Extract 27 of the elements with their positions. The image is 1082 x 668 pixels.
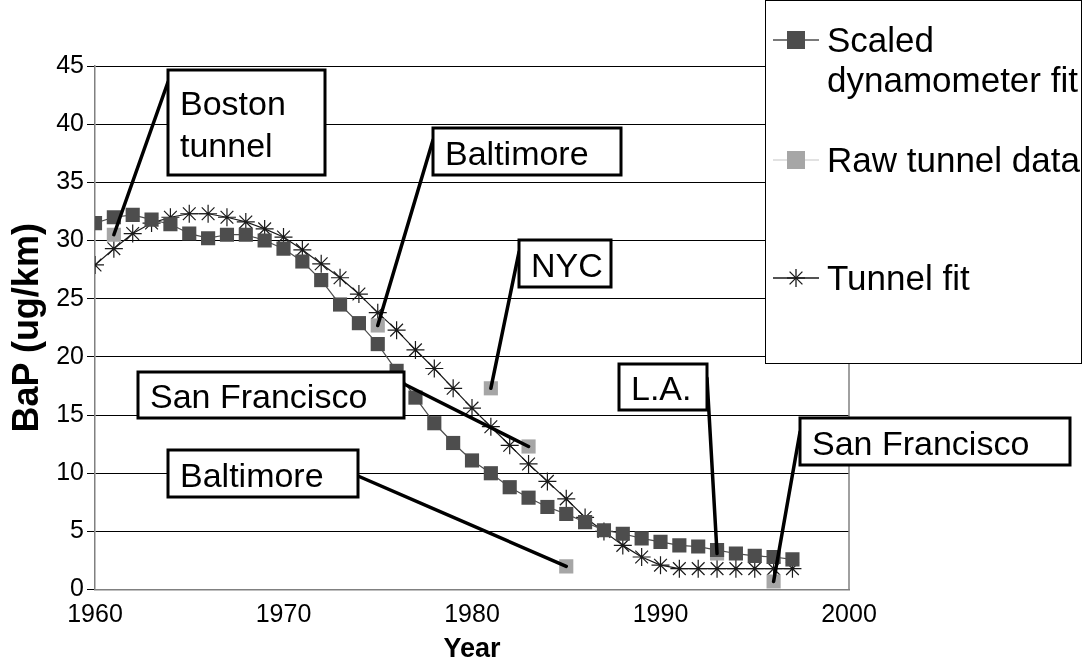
x-tick-label: 1980 bbox=[444, 599, 500, 628]
annotation: San Francisco bbox=[150, 377, 368, 415]
y-tick-label: 5 bbox=[70, 515, 85, 544]
annotation: Boston tunnel bbox=[180, 83, 286, 164]
y-tick-label: 15 bbox=[56, 398, 85, 427]
y-tick-label: 20 bbox=[56, 340, 85, 369]
y-tick-label: 30 bbox=[56, 224, 85, 253]
annotation: L.A. bbox=[631, 369, 692, 407]
y-tick-label: 10 bbox=[56, 457, 85, 486]
annotation: San Francisco bbox=[812, 423, 1030, 462]
x-tick-label: 1990 bbox=[632, 599, 689, 628]
x-tick-label: 2000 bbox=[821, 599, 877, 628]
x-axis-title: Year bbox=[443, 633, 502, 664]
x-tick-label: 1960 bbox=[67, 599, 123, 628]
legend-label: Raw tunnel data bbox=[827, 140, 1081, 180]
legend-label: Tunnel fit bbox=[827, 258, 971, 298]
y-tick-label: 45 bbox=[56, 49, 85, 78]
y-tick-label: 0 bbox=[70, 573, 85, 602]
y-tick-label: 35 bbox=[56, 166, 85, 195]
y-axis-title: BaP (ug/km) bbox=[4, 223, 46, 433]
annotation: Baltimore bbox=[445, 133, 589, 172]
annotation: NYC bbox=[531, 245, 603, 284]
y-tick-label: 40 bbox=[56, 108, 85, 137]
legend-label: Scaled dynamometer fit bbox=[827, 20, 1079, 100]
x-tick-label: 1970 bbox=[255, 599, 312, 628]
y-tick-label: 25 bbox=[56, 282, 85, 311]
annotation: Baltimore bbox=[180, 455, 324, 494]
